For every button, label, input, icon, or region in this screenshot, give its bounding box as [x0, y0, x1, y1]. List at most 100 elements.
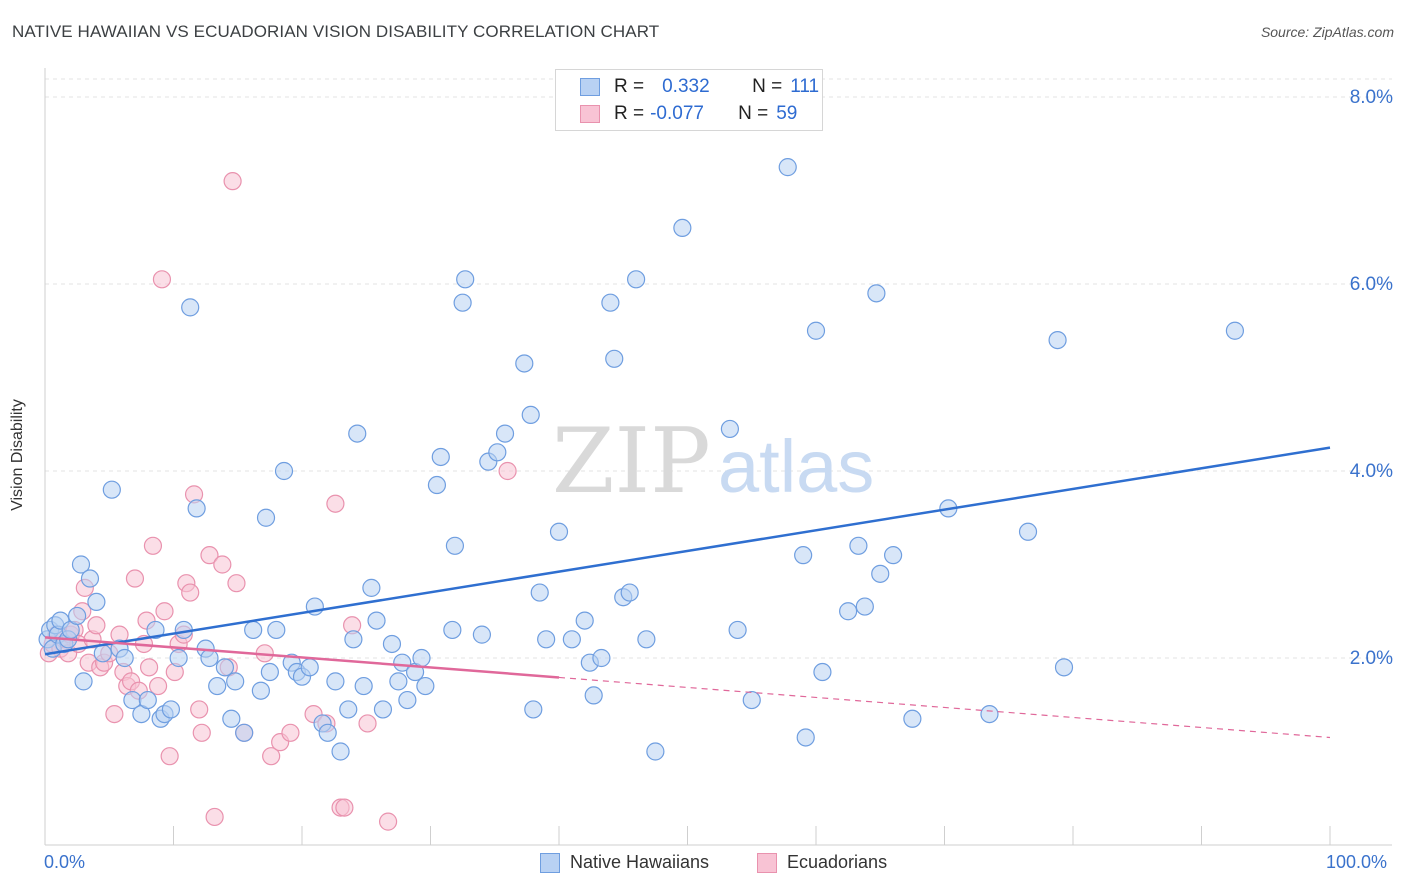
legend-n-value: 59 — [776, 103, 798, 124]
data-point — [93, 644, 112, 663]
bottom-legend-swatch-blue — [540, 852, 560, 873]
data-point — [839, 602, 858, 621]
y-tick-label: 2.0% — [1350, 648, 1393, 669]
data-point — [339, 700, 358, 719]
x-tick-label-max: 100.0% — [1326, 852, 1388, 872]
data-point — [488, 443, 507, 462]
data-point — [244, 620, 263, 640]
data-point — [742, 690, 761, 710]
data-point — [398, 690, 417, 710]
data-point — [521, 405, 540, 424]
data-point — [431, 447, 450, 467]
bottom-legend-native-hawaiians: Native Hawaiians — [540, 852, 709, 873]
data-point — [1054, 658, 1074, 677]
legend-swatch-blue — [580, 78, 600, 96]
legend-row-native-hawaiians: R = 0.332 N = 111 — [580, 76, 819, 98]
data-point — [256, 508, 276, 527]
data-point — [348, 424, 367, 443]
legend-n-label: N = — [752, 76, 783, 97]
data-point — [335, 798, 354, 817]
data-point — [326, 672, 345, 691]
data-point — [620, 583, 639, 602]
data-point — [794, 546, 813, 565]
data-point — [251, 681, 270, 700]
data-point — [169, 648, 188, 668]
data-point — [806, 321, 826, 340]
data-point — [205, 807, 224, 827]
legend-r-label: R = — [614, 103, 645, 124]
legend-r-value: 0.332 — [662, 76, 710, 97]
native-hawaiians-points — [38, 158, 1245, 761]
data-point — [416, 676, 435, 696]
data-point — [530, 583, 549, 602]
y-tick-label: 8.0% — [1350, 87, 1393, 108]
legend: R = 0.332 N = 111 R = -0.077 N = 59 — [555, 69, 823, 131]
data-point — [331, 742, 350, 761]
watermark-zip: ZIP — [552, 409, 711, 514]
legend-swatch-pink — [580, 105, 600, 123]
data-point — [1018, 522, 1038, 541]
data-point — [227, 574, 246, 593]
grid-lines — [45, 78, 1392, 659]
data-point — [637, 630, 656, 649]
data-point — [344, 630, 363, 649]
data-point — [584, 686, 603, 705]
data-point — [796, 728, 815, 747]
data-point — [200, 546, 219, 565]
data-point — [215, 658, 234, 677]
data-point — [80, 569, 100, 588]
data-point — [148, 676, 168, 696]
data-point — [980, 704, 999, 724]
data-point — [720, 419, 740, 439]
bottom-legend-ecuadorians: Ecuadorians — [757, 852, 887, 873]
data-point — [367, 611, 386, 630]
data-point — [260, 662, 279, 682]
data-point — [326, 494, 345, 513]
data-point — [592, 648, 611, 668]
data-point — [208, 676, 227, 696]
data-point — [389, 672, 408, 691]
data-point — [427, 475, 447, 495]
data-point — [813, 662, 832, 682]
data-point — [537, 630, 556, 649]
data-point — [318, 723, 337, 742]
data-point — [300, 658, 319, 677]
data-point — [115, 648, 134, 668]
legend-n-value: 111 — [790, 76, 820, 97]
data-point — [274, 461, 294, 481]
data-point — [222, 709, 241, 728]
legend-r-value: -0.077 — [650, 103, 704, 124]
data-point — [143, 536, 163, 555]
data-point — [71, 555, 91, 574]
data-point — [362, 578, 381, 597]
data-point — [601, 293, 620, 312]
trend-line-native-hawaiians — [44, 446, 1331, 656]
data-point — [498, 461, 517, 481]
bottom-legend: Native Hawaiians Ecuadorians — [0, 852, 1406, 876]
bottom-legend-label: Native Hawaiians — [570, 852, 710, 872]
data-point — [575, 611, 594, 630]
data-point — [181, 583, 200, 602]
data-point — [139, 658, 159, 677]
data-point — [445, 536, 465, 555]
trend-lines — [44, 446, 1331, 739]
data-point — [125, 569, 145, 588]
data-point — [456, 270, 475, 289]
data-point — [515, 354, 534, 373]
data-point — [226, 672, 245, 691]
bottom-legend-swatch-pink — [757, 852, 777, 873]
data-point — [87, 616, 106, 635]
trend-line-ecuadorians-extrapolated — [558, 676, 1331, 739]
legend-r-label: R = — [614, 76, 645, 97]
data-point — [382, 634, 402, 654]
chart-title: NATIVE HAWAIIAN VS ECUADORIAN VISION DIS… — [12, 22, 660, 41]
watermark: ZIP atlas — [552, 409, 874, 514]
bottom-legend-label: Ecuadorians — [787, 852, 888, 872]
data-point — [267, 620, 286, 640]
data-point — [646, 742, 665, 761]
data-point — [549, 522, 569, 541]
trend-line-ecuadorians — [44, 636, 560, 679]
axes — [44, 68, 1392, 846]
source-label: Source: ZipAtlas.com — [1260, 24, 1394, 40]
